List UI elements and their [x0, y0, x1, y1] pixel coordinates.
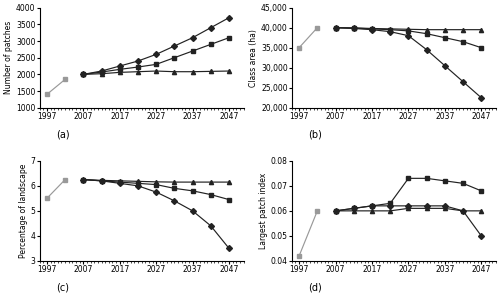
Y-axis label: Percentage of landscape: Percentage of landscape	[19, 164, 28, 258]
Text: (c): (c)	[56, 283, 69, 293]
Y-axis label: Largest patch index: Largest patch index	[259, 173, 268, 249]
Text: (b): (b)	[308, 130, 322, 140]
Y-axis label: Number of patches: Number of patches	[4, 21, 13, 94]
Text: (a): (a)	[56, 130, 70, 140]
Y-axis label: Class area (ha): Class area (ha)	[249, 29, 258, 87]
Text: (d): (d)	[308, 283, 322, 293]
